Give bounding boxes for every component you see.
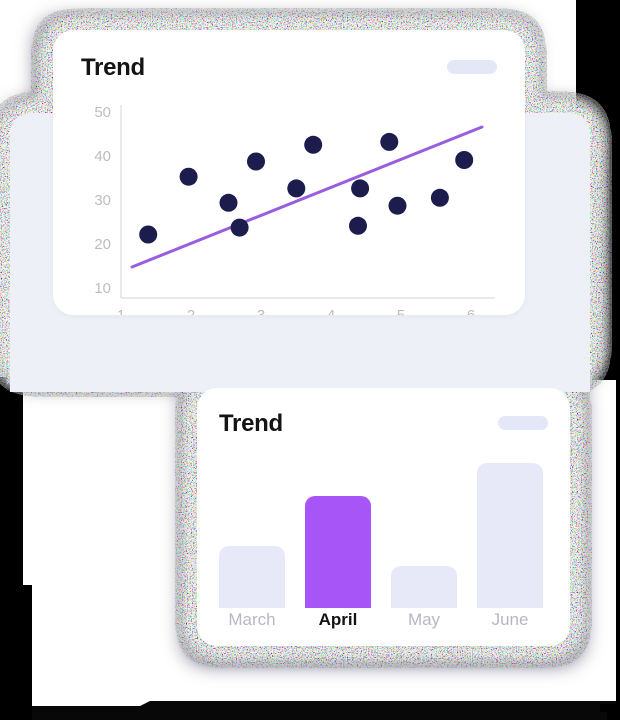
- svg-text:3: 3: [257, 307, 265, 315]
- svg-text:30: 30: [94, 192, 111, 209]
- svg-text:5: 5: [397, 307, 405, 315]
- svg-text:10: 10: [94, 280, 111, 297]
- svg-text:50: 50: [94, 104, 111, 121]
- svg-text:4: 4: [327, 307, 335, 315]
- svg-text:2: 2: [187, 307, 195, 315]
- svg-text:6: 6: [467, 307, 475, 315]
- svg-text:40: 40: [94, 148, 111, 165]
- svg-text:1: 1: [117, 307, 125, 315]
- svg-text:20: 20: [94, 236, 111, 253]
